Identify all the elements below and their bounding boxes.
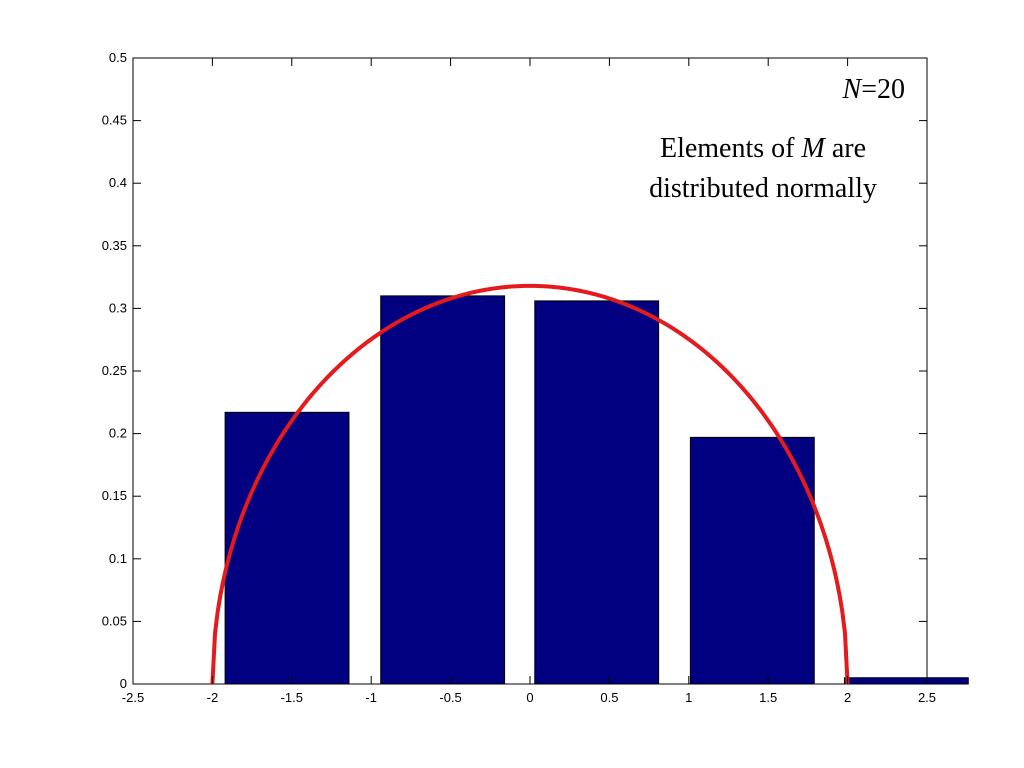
- semicircle-curve: [210, 283, 850, 685]
- x-tick-label: 1: [685, 690, 692, 705]
- x-tick-label: -2.5: [122, 690, 144, 705]
- y-tick-label: 0.5: [109, 50, 127, 65]
- x-tick-label: 2: [844, 690, 851, 705]
- y-tick-label: 0.2: [109, 426, 127, 441]
- n-annotation: N=20: [842, 74, 905, 105]
- x-tick-label: -1.5: [281, 690, 303, 705]
- description-line-2: distributed normally: [649, 173, 877, 204]
- bar-1: [380, 295, 506, 685]
- x-tick-label: -2: [207, 690, 219, 705]
- x-tick-label: -1: [365, 690, 377, 705]
- description-line-1: Elements of M are: [660, 133, 866, 164]
- y-tick-label: 0: [120, 676, 127, 691]
- y-axis-ticks: 0 0.05 0.1 0.15 0.2 0.25 0.3 0.35 0.4 0.45 0.5: [102, 50, 927, 691]
- x-tick-label: 1.5: [759, 690, 777, 705]
- x-tick-label: -0.5: [439, 690, 461, 705]
- x-tick-label: 2.5: [918, 690, 936, 705]
- bar-0: [224, 411, 350, 685]
- x-axis-ticks: -2.5 -2 -1.5 -1 -0.5 0 0.5 1 1.5 2 2.5: [122, 58, 936, 705]
- bar-2: [534, 300, 660, 685]
- y-tick-label: 0.1: [109, 551, 127, 566]
- y-tick-label: 0.15: [102, 488, 127, 503]
- y-tick-label: 0.45: [102, 113, 127, 128]
- y-tick-label: 0.05: [102, 613, 127, 628]
- y-tick-label: 0.25: [102, 363, 127, 378]
- bars-group: [224, 295, 969, 685]
- y-tick-label: 0.4: [109, 175, 127, 190]
- y-tick-label: 0.3: [109, 300, 127, 315]
- bar-4: [843, 677, 969, 685]
- bar-3: [689, 436, 815, 685]
- x-tick-label: 0.5: [600, 690, 618, 705]
- y-tick-label: 0.35: [102, 238, 127, 253]
- x-tick-label: 0: [526, 690, 533, 705]
